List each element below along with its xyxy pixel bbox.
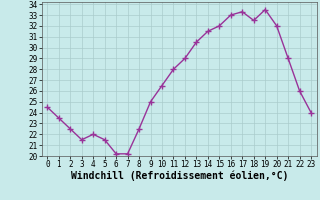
X-axis label: Windchill (Refroidissement éolien,°C): Windchill (Refroidissement éolien,°C) [70,171,288,181]
